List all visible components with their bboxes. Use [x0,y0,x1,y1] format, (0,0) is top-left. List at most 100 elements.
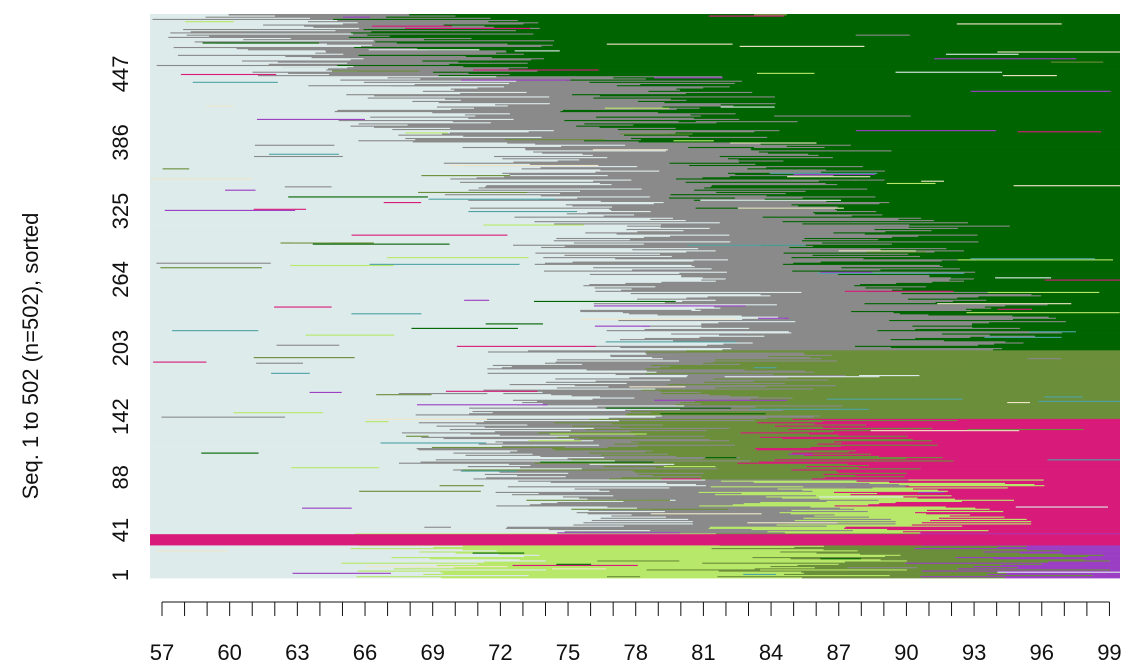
sequence-segment [290,264,394,267]
sequence-segment [150,128,393,131]
sequence-segment [630,430,834,433]
sequence-segment [150,554,540,556]
sequence-segment [650,529,854,532]
sequence-segment [816,494,952,497]
sequence-segment [691,264,940,267]
sequence-segment [468,117,694,119]
sequence-segment [502,390,661,392]
sequence-segment [308,84,449,87]
sequence-segment [599,126,1120,128]
sequence-segment [464,113,691,116]
sequence-segment [856,179,1120,181]
sequence-segment [150,518,689,520]
sequence-segment [150,218,651,220]
sequence-segment [732,503,869,506]
sequence-segment [150,62,348,64]
sequence-segment [423,38,1120,41]
sequence-segment [313,26,494,28]
sequence-segment [150,270,545,272]
sequence-segment [537,431,741,434]
sequence-segment [150,34,187,36]
sequence-segment [150,409,626,411]
sequence-segment [782,263,1120,265]
sequence-segment [450,164,599,167]
sequence-segment [641,325,913,327]
sequence-segment [934,57,1077,60]
sequence-segment [150,381,546,383]
sequence-segment [162,167,190,170]
sequence-segment [920,531,1120,534]
sequence-segment [595,171,822,173]
sequence-segment [785,317,1056,319]
sequence-segment [150,66,348,69]
sequence-segment [1017,130,1102,133]
sequence-segment [568,472,704,474]
sequence-segment [150,260,694,262]
sequence-segment [592,154,819,156]
sequence-segment [751,148,1120,151]
sequence-segment [729,175,1120,178]
sequence-segment [150,430,495,433]
sequence-segment [660,253,909,255]
sequence-segment [597,406,756,408]
sequence-segment [435,458,572,461]
sequence-segment [707,344,978,346]
sequence-segment [868,464,1120,467]
sequence-segment [720,307,992,309]
sequence-segment [738,158,1120,161]
sequence-segment [705,456,737,459]
sequence-segment [150,399,513,401]
sequence-segment [660,412,766,415]
sequence-segment [664,101,1120,104]
sequence-segment [150,549,497,552]
sequence-segment [832,156,1120,159]
sequence-segment [150,169,601,171]
sequence-segment [823,548,1027,551]
sequence-segment [428,198,556,200]
sequence-segment [150,285,656,288]
sequence-segment [713,378,1120,380]
sequence-segment [630,440,834,443]
sequence-segment [914,547,1120,550]
sequence-segment [734,340,1006,343]
sequence-segment [150,395,601,398]
sequence-segment [600,169,826,171]
sequence-segment [366,418,487,420]
sequence-segment [542,391,701,393]
sequence-segment [150,15,275,17]
sequence-segment [855,449,1120,452]
sequence-segment [150,254,565,256]
sequence-segment [150,65,283,68]
sequence-segment [483,224,584,226]
sequence-segment [509,112,736,115]
sequence-segment [838,434,1120,436]
sequence-segment [150,570,358,572]
sequence-segment [495,52,1120,54]
sequence-segment [693,260,942,262]
y-tick-label: 88 [108,465,133,489]
sequence-segment [150,24,264,26]
sequence-segment [850,144,1120,146]
sequence-segment [150,465,468,468]
sequence-segment [462,146,689,149]
sequence-segment [589,418,793,420]
sequence-segment [739,161,1120,163]
sequence-segment [150,116,371,118]
sequence-segment [150,127,451,129]
sequence-segment [421,174,511,177]
sequence-segment [593,439,729,442]
sequence-segment [150,101,439,104]
sequence-segment [1031,520,1120,523]
sequence-segment [150,460,615,462]
sequence-segment [761,244,1120,246]
sequence-segment [501,366,660,369]
sequence-segment [752,342,1024,344]
sequence-segment [1109,560,1120,562]
sequence-segment [907,435,1120,437]
sequence-segment [150,374,688,377]
sequence-segment [556,237,805,240]
sequence-segment [517,19,1120,22]
sequence-segment [150,433,471,435]
sequence-segment [619,133,693,135]
sequence-segment [150,25,305,27]
